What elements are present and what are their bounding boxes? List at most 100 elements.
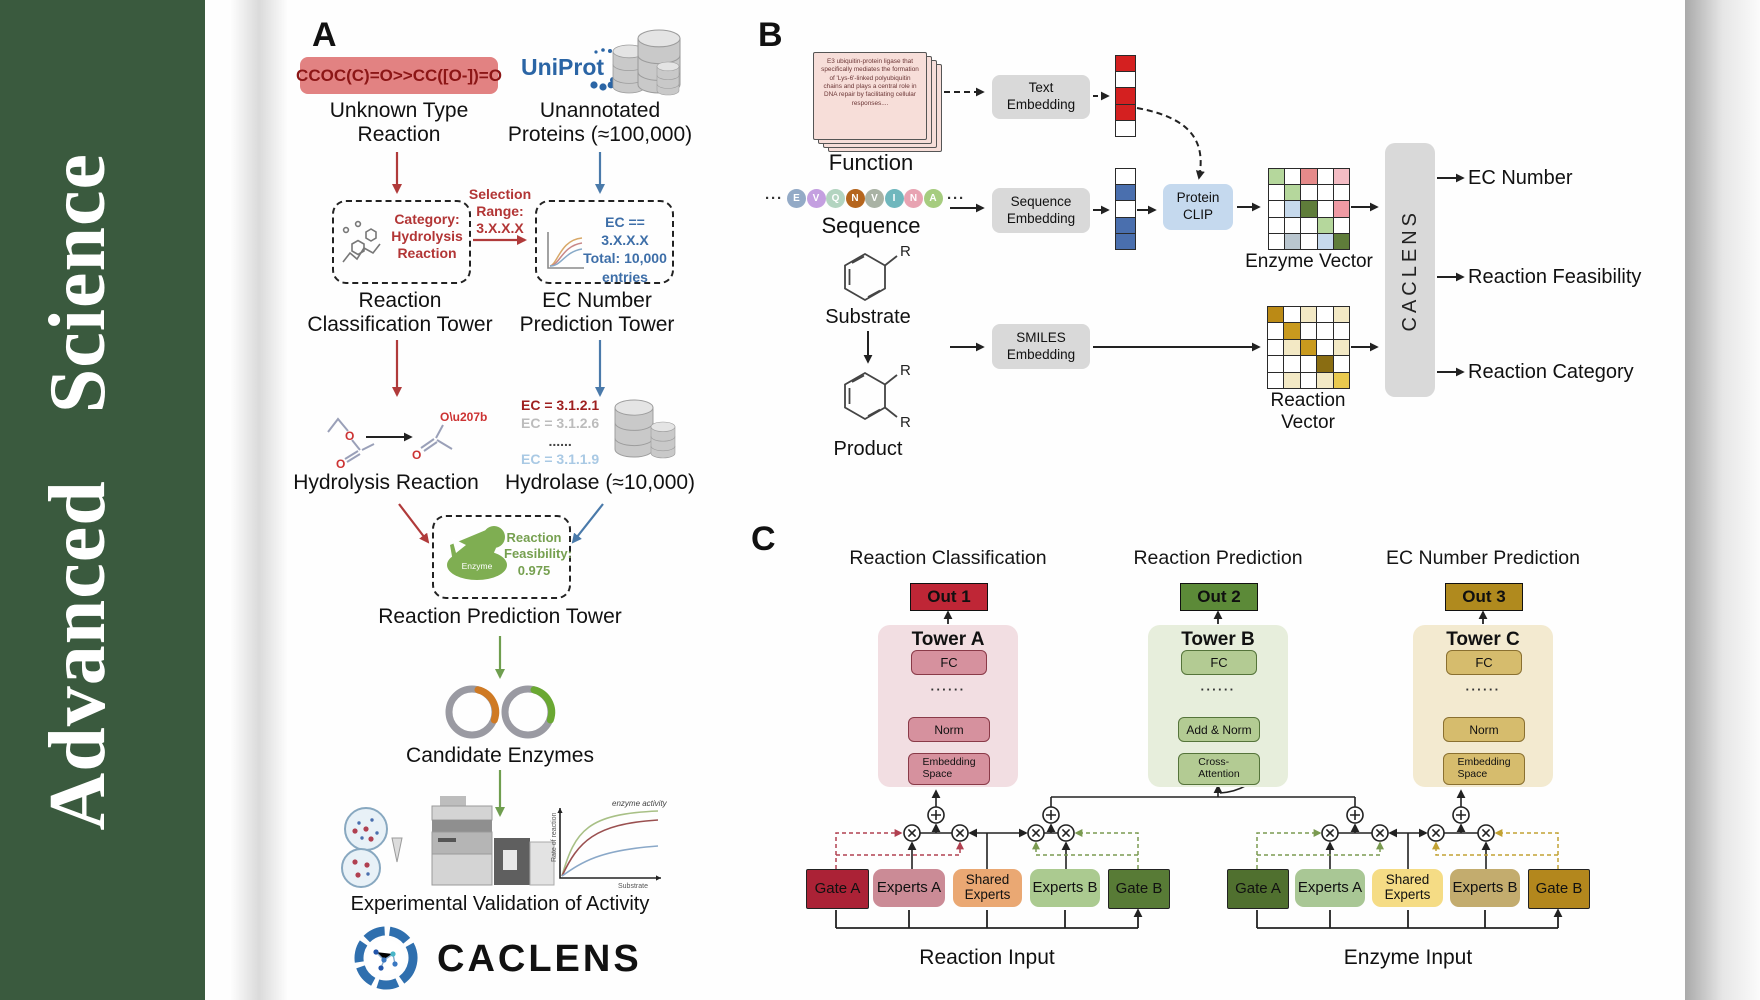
substrate-benzene-icon: R: [844, 243, 911, 302]
vector-cell: [1333, 233, 1349, 249]
sum-node-icon: [1046, 810, 1056, 820]
function-card-text: E3 ubiquitin-protein ligase that specifi…: [821, 58, 919, 107]
tower-a-norm: Norm: [908, 717, 990, 742]
vector-cell: [1317, 233, 1333, 249]
vector-cell: [1300, 307, 1317, 323]
tower-b-add-norm: Add & Norm: [1178, 717, 1260, 742]
validation-label: Experimental Validation of Activity: [350, 893, 650, 915]
vector-cell: [1317, 201, 1333, 217]
vector-cell: [1333, 201, 1349, 217]
sum-node-icon: [1350, 810, 1360, 820]
panel-b-label: B: [758, 16, 783, 54]
enzyme-input-label: Enzyme Input: [1343, 946, 1473, 969]
residue-circle: E: [787, 189, 806, 208]
hydrolase-database-icon: [612, 399, 677, 463]
vector-cell: [1285, 201, 1301, 217]
enzyme-vector-label: Enzyme Vector: [1245, 251, 1373, 272]
sequence-ellipsis-right: ···: [947, 190, 965, 207]
vector-cell: [1317, 307, 1333, 323]
vector-cell: [1300, 339, 1317, 356]
vector-cell: [1301, 201, 1317, 217]
residue-circle: A: [923, 189, 943, 208]
enzyme-vector-grid: [1268, 168, 1350, 250]
ec-result-dots: ......: [548, 433, 572, 449]
residue-circle: Q: [826, 189, 845, 208]
vector-cell: [1317, 217, 1333, 233]
tower-b-cross-attention: Cross- Attention: [1178, 753, 1260, 785]
vector-cell: [1301, 233, 1317, 249]
vector-cell: [1285, 233, 1301, 249]
enzyme-experts-b: Experts B: [1450, 869, 1520, 907]
panel-c-arrows: [835, 610, 1558, 929]
protein-database-icon: [610, 29, 684, 99]
product-node-icon: [1031, 828, 1041, 838]
vector-cell: [1284, 323, 1300, 339]
residue-circle: V: [865, 189, 884, 208]
vector-cell: [1116, 217, 1135, 233]
caclens-module-bar: CACLENS: [1385, 143, 1435, 397]
vector-cell: [1116, 72, 1135, 88]
text-embedding-vector: [1115, 55, 1136, 137]
product-node-icon: [1481, 828, 1491, 838]
tower-a-title: Tower A: [911, 629, 985, 650]
vector-cell: [1116, 120, 1135, 136]
panel-c-label: C: [751, 520, 776, 558]
enzyme-gate-b: Gate B: [1528, 869, 1590, 909]
ec-result-list: EC = 3.1.2.1 EC = 3.1.2.6 ...... EC = 3.…: [521, 396, 599, 468]
svg-text:O: O: [345, 429, 354, 443]
reaction-gate-b: Gate B: [1108, 869, 1170, 909]
vector-cell: [1116, 201, 1135, 217]
product-label: Product: [833, 438, 903, 460]
sequence-ellipsis-left: ···: [765, 190, 783, 207]
protein-clip-box: Protein CLIP: [1163, 184, 1233, 230]
enzyme-shared-experts: Shared Experts: [1372, 869, 1443, 907]
tower-c-norm: Norm: [1443, 717, 1525, 742]
residue-circle: N: [904, 189, 923, 208]
product-node-icon: [907, 828, 917, 838]
vector-cell: [1317, 356, 1333, 372]
vector-cell: [1285, 185, 1301, 201]
vector-cell: [1301, 169, 1317, 185]
prediction-tower-label: Reaction Prediction Tower: [378, 605, 622, 628]
sequence-label: Sequence: [821, 213, 921, 238]
heading-reaction-prediction: Reaction Prediction: [1133, 547, 1303, 569]
tower-c: Tower C FC ······ Norm Embedding Space: [1413, 625, 1553, 787]
tower-c-dots: ······: [1465, 682, 1501, 697]
product-node-icon: [955, 828, 965, 838]
hydrolysis-reaction-label: Hydrolysis Reaction: [293, 471, 479, 494]
reaction-experts-a: Experts A: [873, 869, 945, 907]
vector-cell: [1116, 185, 1135, 201]
heading-reaction-classification: Reaction Classification: [849, 547, 1047, 569]
plasmid-icon: [445, 685, 556, 739]
svg-text:Substrate: Substrate: [618, 883, 648, 890]
hplc-instrument-icon: [431, 796, 555, 886]
vector-cell: [1116, 104, 1135, 120]
text-embedding-box: Text Embedding: [992, 75, 1090, 119]
reaction-input-label: Reaction Input: [919, 946, 1055, 969]
tower-b-fc: FC: [1181, 650, 1257, 675]
output-reaction-category: Reaction Category: [1468, 361, 1634, 383]
svg-text:Rate of reaction: Rate of reaction: [551, 812, 558, 862]
svg-text:R: R: [900, 362, 911, 379]
sequence-embedding-box: Sequence Embedding: [992, 188, 1090, 233]
vector-cell: [1269, 169, 1285, 185]
heading-ec-number-prediction: EC Number Prediction: [1386, 547, 1580, 569]
feasibility-note: Reaction Feasibility: 0.975: [504, 530, 572, 578]
product-node-icon: [1061, 828, 1071, 838]
svg-text:Enzyme: Enzyme: [462, 561, 493, 571]
residue-circle: N: [845, 189, 865, 208]
sum-node-icon: [931, 810, 941, 820]
vector-cell: [1333, 217, 1349, 233]
output-reaction-feasibility: Reaction Feasibility: [1468, 266, 1642, 288]
panel-b-arrows: [863, 87, 1465, 377]
ec-result-1: EC = 3.1.2.1: [521, 397, 600, 413]
vector-cell: [1268, 307, 1284, 323]
vector-cell: [1285, 169, 1301, 185]
caclens-wordmark: CACLENS: [437, 938, 642, 980]
product-node-icon: [1325, 828, 1335, 838]
enzyme-gate-a: Gate A: [1227, 869, 1289, 909]
vector-cell: [1333, 356, 1349, 372]
reaction-experts-b: Experts B: [1030, 869, 1100, 907]
vector-cell: [1300, 356, 1317, 372]
